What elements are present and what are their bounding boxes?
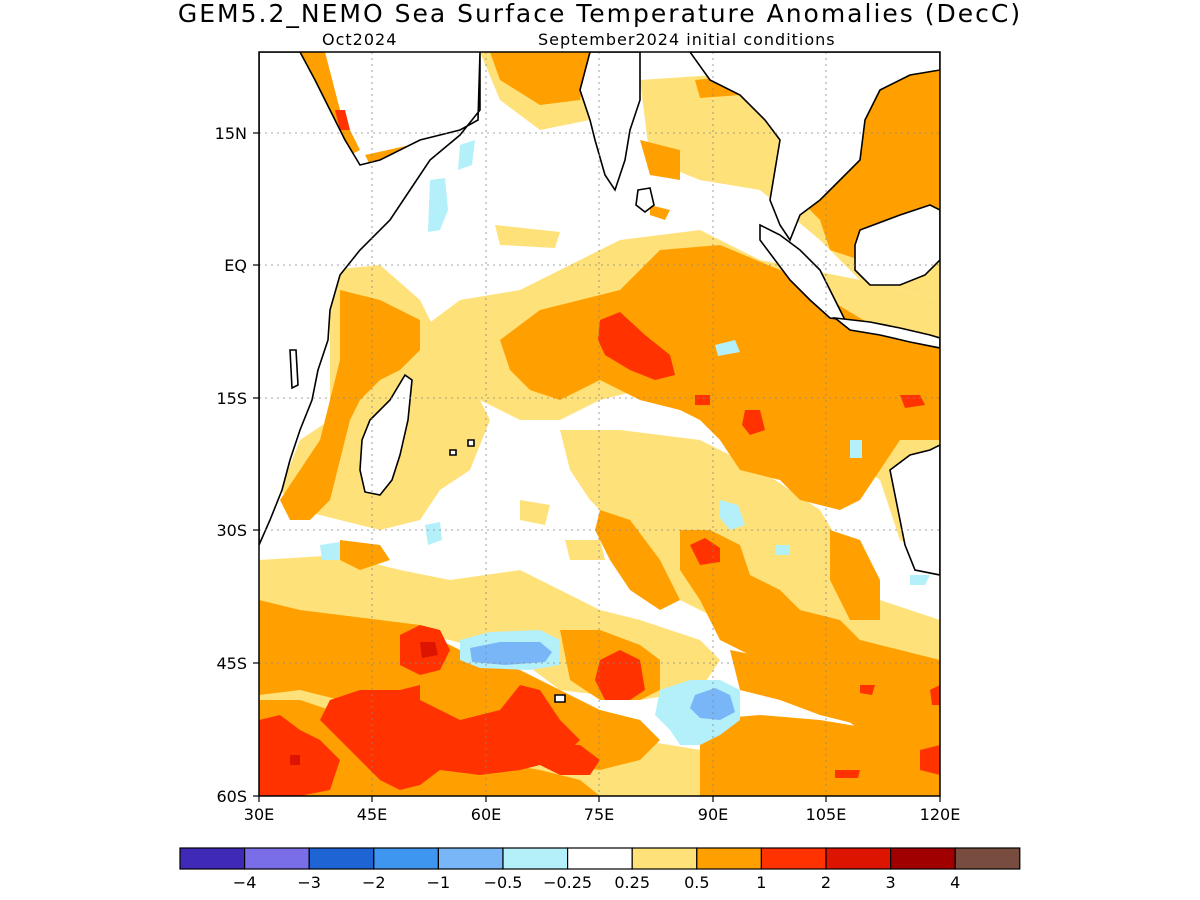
colorbar-swatch [502,847,569,870]
colorbar: −4 −3 −2 −1 −0.5 −0.25 0.25 0.5 1 2 3 4 [179,847,1021,892]
coastlines [259,52,940,703]
lon-label: 75E [584,805,614,824]
valid-month-label: Oct2024 [322,30,398,49]
page-title: GEM5.2_NEMO Sea Surface Temperature Anom… [177,0,1023,28]
lat-label: EQ [224,256,247,275]
colorbar-swatch [179,847,246,870]
lat-label: 15N [215,124,247,143]
init-conditions-label: September2024 initial conditions [538,30,836,49]
colorbar-swatch [373,847,439,870]
colorbar-swatch [308,847,375,870]
colorbar-tick-label: 3 [886,873,896,892]
colorbar-tick-label: 0.5 [684,873,709,892]
colorbar-swatch [889,847,956,870]
colorbar-swatch [696,847,762,870]
colorbar-tick-label: 1 [756,873,766,892]
colorbar-tick-label: 0.25 [614,873,650,892]
lon-label: 120E [920,805,961,824]
lat-label: 15S [216,389,247,408]
anomaly-level-neg1 [470,642,735,720]
colorbar-tick-label: 4 [950,873,960,892]
colorbar-tick-label: 2 [821,873,831,892]
colorbar-tick-label: −3 [297,873,321,892]
anomaly-level-1 [259,110,940,796]
sst-anomaly-field [259,52,940,796]
lon-label: 105E [806,805,847,824]
lon-label: 30E [244,805,274,824]
colorbar-swatch [437,847,504,870]
lat-label: 60S [216,787,247,806]
colorbar-tick-label: −4 [233,873,257,892]
colorbar-tick-label: −0.25 [543,873,592,892]
colorbar-swatch [760,847,827,870]
colorbar-swatch [825,847,892,870]
lat-label: 45S [216,654,247,673]
colorbar-tick-label: −0.5 [484,873,523,892]
colorbar-swatch [244,847,310,870]
lon-label: 45E [357,805,387,824]
lon-label: 60E [471,805,501,824]
latitude-labels: 15N EQ 15S 30S 45S 60S [215,124,247,806]
anomaly-level-2 [290,642,438,765]
longitude-labels: 30E 45E 60E 75E 90E 105E 120E [244,805,961,824]
map-gridlines [259,52,940,796]
colorbar-swatch [566,847,633,870]
lat-label: 30S [216,521,247,540]
colorbar-tick-label: −2 [362,873,386,892]
colorbar-swatch [631,847,698,870]
colorbar-swatch [954,847,1021,870]
colorbar-tick-label: −1 [427,873,451,892]
axis-ticks [253,132,941,802]
lon-label: 90E [698,805,728,824]
